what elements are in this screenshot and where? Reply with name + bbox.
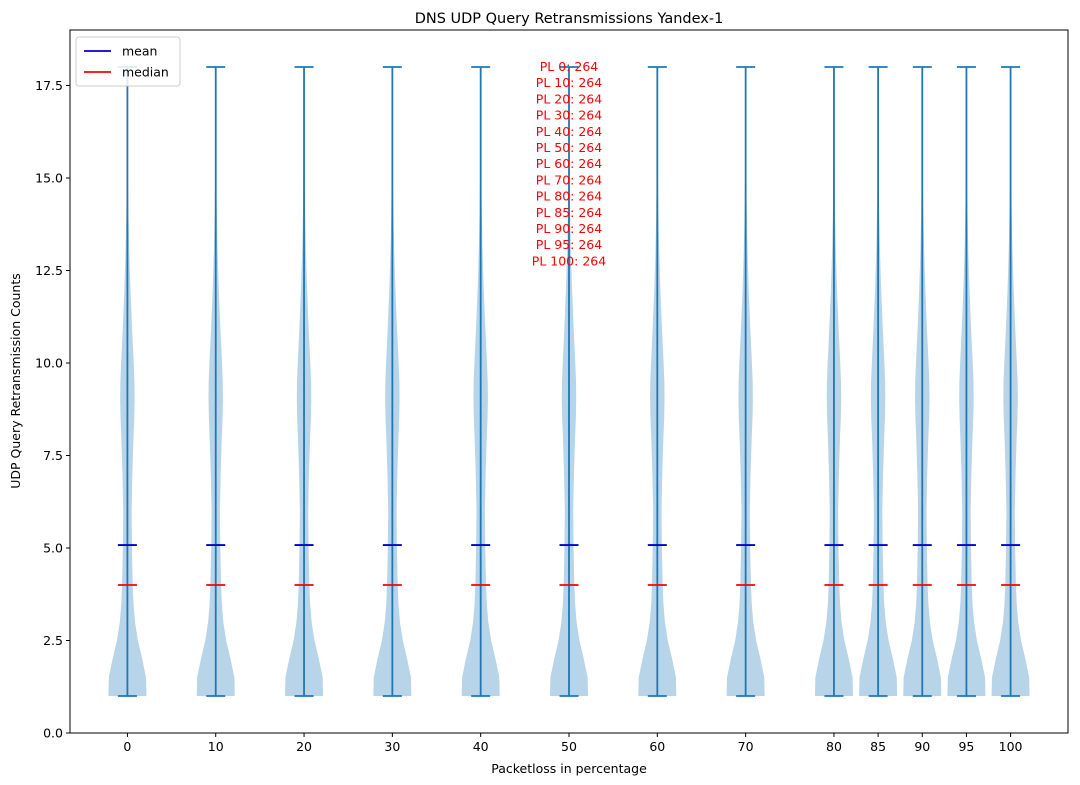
y-tick-label: 7.5: [43, 448, 63, 463]
y-tick-label: 12.5: [35, 263, 63, 278]
annotation-label: PL 80: 264: [536, 189, 602, 204]
annotation-label: PL 95: 264: [536, 237, 602, 252]
annotation-label: PL 100: 264: [532, 253, 606, 268]
y-axis: 0.0 2.5 5.0 7.5 10.0 12.5 15.0 17.5: [35, 78, 70, 741]
annotation-label: PL 20: 264: [536, 91, 602, 106]
legend-median-label: median: [122, 65, 169, 80]
y-tick-label: 17.5: [35, 78, 63, 93]
x-tick-label: 30: [384, 739, 400, 754]
stat-lines-group: [117, 66, 1021, 697]
x-tick-label: 50: [561, 739, 577, 754]
annotation-label: PL 40: 264: [536, 124, 602, 139]
x-tick-label: 40: [473, 739, 489, 754]
x-tick-label: 90: [914, 739, 930, 754]
chart-title: DNS UDP Query Retransmissions Yandex-1: [415, 11, 724, 27]
x-tick-label: 20: [296, 739, 312, 754]
legend-frame: [75, 36, 181, 87]
x-tick-label: 70: [738, 739, 754, 754]
x-tick-label: 10: [208, 739, 224, 754]
y-axis-label: UDP Query Retransmission Counts: [8, 273, 23, 489]
y-tick-label: 0.0: [43, 726, 63, 741]
annotation-label: PL 0: 264: [540, 59, 599, 74]
x-tick-label: 80: [826, 739, 842, 754]
y-tick-label: 5.0: [43, 541, 63, 556]
y-tick-label: 10.0: [35, 356, 63, 371]
annotation-label: PL 10: 264: [536, 75, 602, 90]
annotation-label: PL 60: 264: [536, 156, 602, 171]
legend: mean median: [75, 36, 181, 87]
annotation-label: PL 90: 264: [536, 221, 602, 236]
y-tick-label: 15.0: [35, 171, 63, 186]
legend-mean-label: mean: [122, 44, 157, 59]
x-axis-label: Packetloss in percentage: [491, 761, 647, 776]
annotation-label: PL 70: 264: [536, 172, 602, 187]
annotation-label: PL 85: 264: [536, 205, 602, 220]
x-tick-label: 85: [870, 739, 886, 754]
x-tick-label: 95: [958, 739, 974, 754]
x-axis: 0 10 20 30 40 50 60 70 80 85 90 95 100: [123, 733, 1023, 754]
x-tick-label: 0: [123, 739, 131, 754]
y-tick-label: 2.5: [43, 633, 63, 648]
x-tick-label: 60: [649, 739, 665, 754]
annotation-label: PL 30: 264: [536, 108, 602, 123]
x-tick-label: 100: [999, 739, 1023, 754]
annotation-label: PL 50: 264: [536, 140, 602, 155]
